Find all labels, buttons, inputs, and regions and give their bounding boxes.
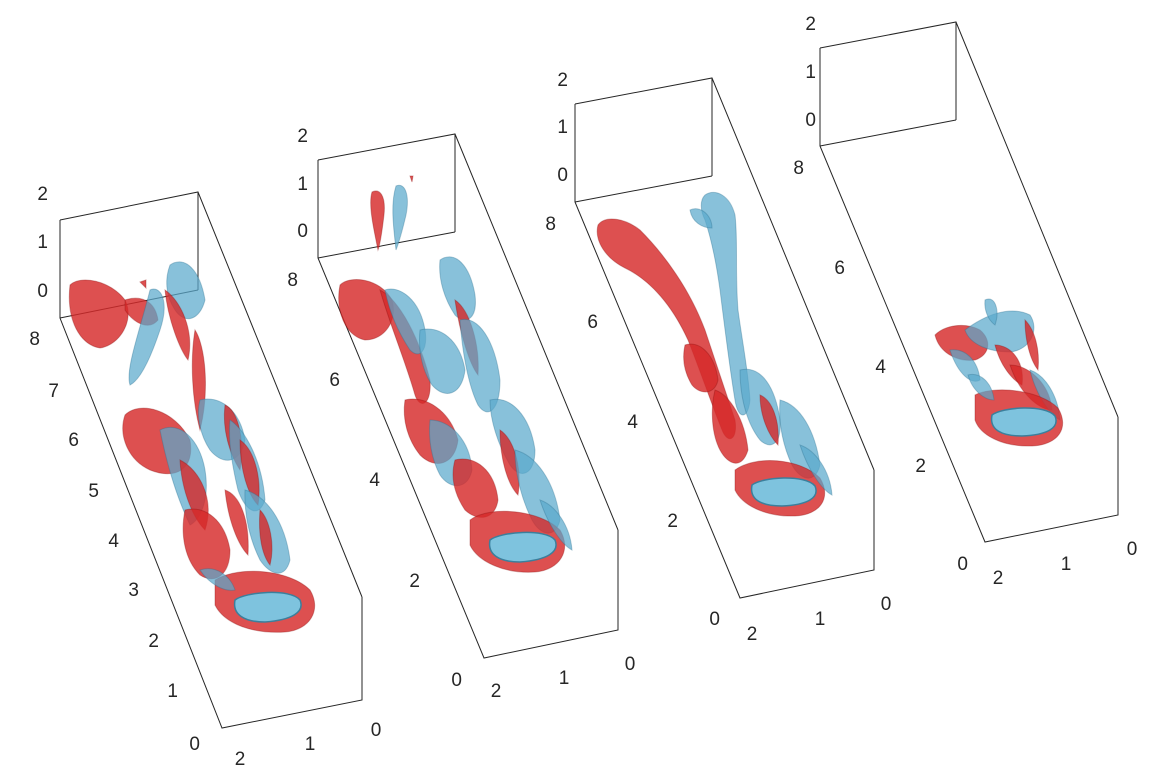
panel-4-box-edges xyxy=(819,21,1119,543)
y-tick: 4 xyxy=(627,412,638,433)
panel-2-box-edges xyxy=(317,133,619,659)
y-tick: 2 xyxy=(148,631,159,652)
panel-4-x-ticks: 2 1 0 xyxy=(993,539,1138,589)
panel-4-z-ticks: 2 1 0 xyxy=(805,14,816,131)
z-tick: 0 xyxy=(557,165,568,186)
z-tick: 1 xyxy=(297,174,308,195)
y-tick: 5 xyxy=(88,481,99,502)
x-tick: 2 xyxy=(235,749,246,770)
panel-3-y-ticks: 8 6 4 2 0 xyxy=(545,214,720,630)
y-tick: 6 xyxy=(834,258,845,279)
panel-1-vortex-structures xyxy=(68,261,316,633)
z-tick: 2 xyxy=(805,14,816,35)
bluff-body xyxy=(990,407,1057,437)
x-tick: 2 xyxy=(491,681,502,702)
z-tick: 2 xyxy=(297,126,308,147)
y-tick: 1 xyxy=(167,681,178,702)
panel-2: 2 1 0 8 6 4 2 0 2 1 0 xyxy=(287,126,635,702)
y-tick: 8 xyxy=(287,270,298,291)
y-tick: 6 xyxy=(68,430,79,451)
x-tick: 0 xyxy=(625,654,636,675)
panel-3-x-ticks: 2 1 0 xyxy=(747,594,892,645)
y-tick: 2 xyxy=(915,456,926,477)
panel-2-vortex-structures xyxy=(338,175,573,573)
panel-1-y-ticks: 8 7 6 5 4 3 2 1 0 xyxy=(29,329,200,755)
x-tick: 0 xyxy=(1127,539,1138,560)
y-tick: 4 xyxy=(875,357,886,378)
x-tick: 2 xyxy=(993,568,1004,589)
panel-3-box-edges xyxy=(574,77,875,599)
y-tick: 4 xyxy=(369,470,380,491)
x-tick: 1 xyxy=(559,668,570,689)
z-tick: 2 xyxy=(37,184,48,205)
panel-4-vortex-structures xyxy=(934,298,1064,447)
y-tick: 7 xyxy=(48,381,59,402)
y-tick: 0 xyxy=(451,670,462,691)
panel-1-z-ticks: 2 1 0 xyxy=(37,184,48,302)
z-tick: 1 xyxy=(37,232,48,253)
x-tick: 1 xyxy=(815,609,826,630)
panel-1-box-edges xyxy=(59,191,363,729)
z-tick: 0 xyxy=(297,221,308,242)
x-tick: 0 xyxy=(371,720,382,741)
y-tick: 6 xyxy=(587,312,598,333)
bluff-body xyxy=(750,477,817,507)
x-tick: 1 xyxy=(1061,554,1072,575)
bluff-body xyxy=(233,591,302,623)
panel-3-z-ticks: 2 1 0 xyxy=(557,70,568,186)
panel-2-z-ticks: 2 1 0 xyxy=(297,126,308,242)
y-tick: 2 xyxy=(409,571,420,592)
panel-2-y-ticks: 8 6 4 2 0 xyxy=(287,270,462,691)
y-tick: 4 xyxy=(108,531,119,552)
panel-4: 2 1 0 8 6 4 2 0 2 1 0 xyxy=(793,14,1137,589)
bluff-body xyxy=(488,531,557,563)
y-tick: 8 xyxy=(545,214,556,235)
y-tick: 2 xyxy=(667,511,678,532)
panel-4-y-ticks: 8 6 4 2 0 xyxy=(793,158,968,575)
z-tick: 2 xyxy=(557,70,568,91)
y-tick: 8 xyxy=(29,329,40,350)
z-tick: 1 xyxy=(805,62,816,83)
x-tick: 0 xyxy=(881,594,892,615)
panel-3-vortex-structures xyxy=(596,191,833,517)
z-tick: 1 xyxy=(557,117,568,138)
y-tick: 6 xyxy=(329,370,340,391)
z-tick: 0 xyxy=(37,281,48,302)
z-tick: 0 xyxy=(805,110,816,131)
panel-1: 2 1 0 8 7 6 5 4 3 2 1 0 2 1 0 xyxy=(29,184,381,770)
y-tick: 0 xyxy=(189,734,200,755)
panel-1-x-ticks: 2 1 0 xyxy=(235,720,382,770)
y-tick: 8 xyxy=(793,158,804,179)
y-tick: 0 xyxy=(709,609,720,630)
x-tick: 2 xyxy=(747,624,758,645)
panel-2-x-ticks: 2 1 0 xyxy=(491,654,636,702)
panel-3: 2 1 0 8 6 4 2 0 2 1 0 xyxy=(545,70,891,645)
y-tick: 0 xyxy=(957,554,968,575)
x-tick: 1 xyxy=(305,734,316,755)
y-tick: 3 xyxy=(128,580,139,601)
